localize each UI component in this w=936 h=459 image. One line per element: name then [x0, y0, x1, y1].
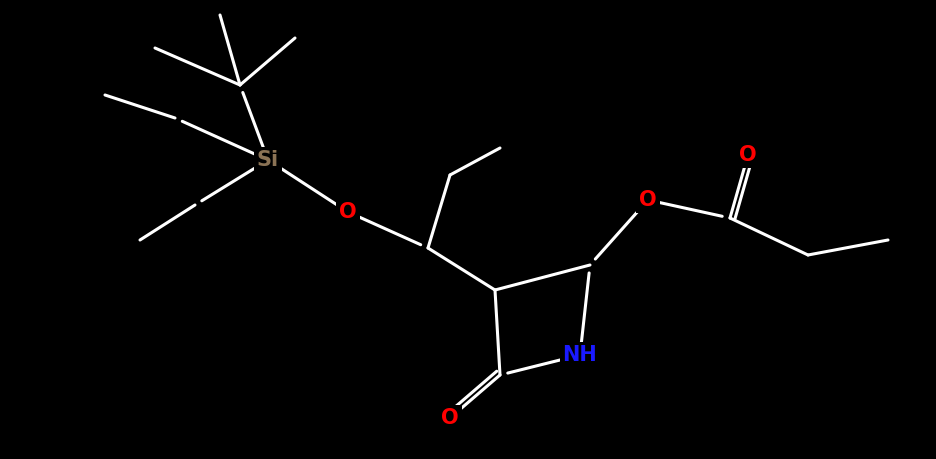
Text: O: O	[441, 408, 459, 428]
Text: O: O	[339, 202, 357, 222]
Text: O: O	[639, 190, 657, 210]
Text: NH: NH	[563, 345, 597, 365]
Text: Si: Si	[257, 150, 279, 170]
Text: O: O	[739, 145, 757, 165]
